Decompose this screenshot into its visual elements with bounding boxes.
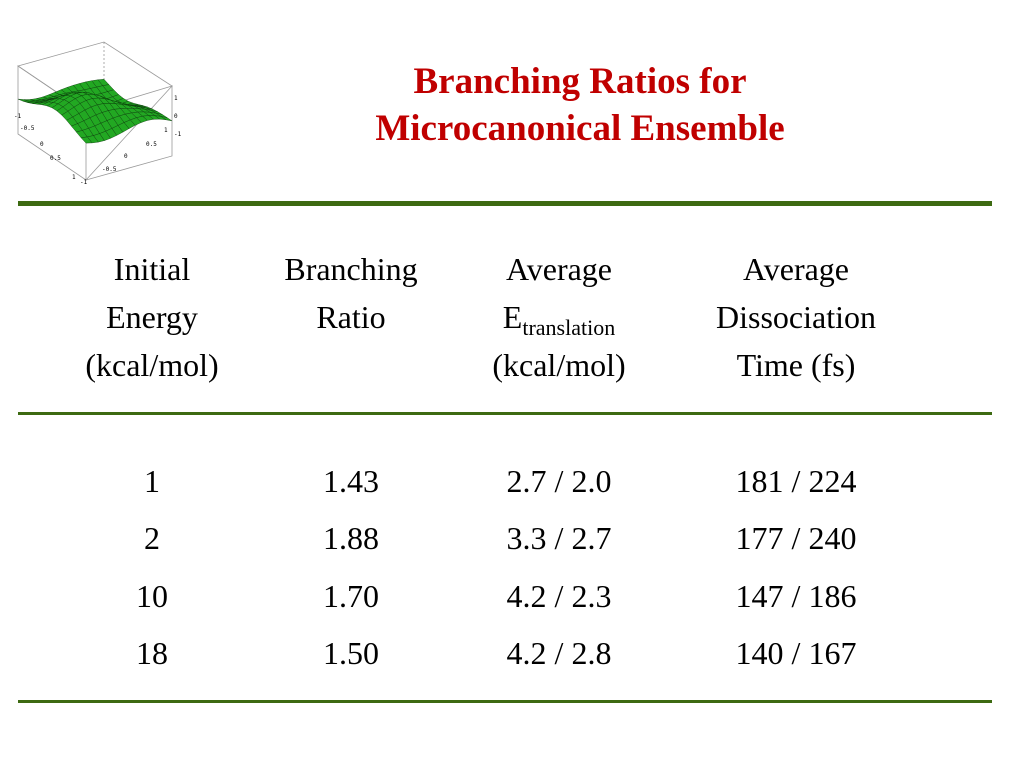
table-cell: 2.7 / 2.0	[506, 463, 612, 499]
title-line-2: Microcanonical Ensemble	[375, 108, 785, 149]
header-dissociation-time-line: Time (fs)	[736, 347, 856, 383]
axis-tick-left: -1	[14, 113, 22, 120]
table-cell: 4.2 / 2.8	[506, 635, 612, 671]
header-average-etranslation-line: Average	[506, 251, 612, 287]
surface-mesh	[17, 79, 173, 144]
table-cell: 18	[136, 635, 168, 671]
header-rule	[18, 412, 992, 415]
axis-tick-right: 0	[174, 113, 178, 120]
table-cell: 1.70	[323, 578, 379, 614]
axis-tick-left: -0.5	[20, 125, 35, 132]
table-cell: 1.88	[323, 520, 379, 556]
table-cell: 1	[144, 463, 160, 499]
table-cell: 4.2 / 2.3	[506, 578, 612, 614]
header-average-etranslation-line: (kcal/mol)	[492, 347, 626, 383]
surface-patch	[80, 136, 93, 144]
e-subscript: translation	[522, 315, 616, 340]
header-branching-ratio-line: Ratio	[316, 299, 386, 335]
header-dissociation-time-line: Dissociation	[716, 299, 876, 335]
table-cell: 140 / 167	[735, 635, 857, 671]
axis-tick-bottom: 0.5	[146, 141, 157, 148]
header-initial-energy-line: (kcal/mol)	[85, 347, 219, 383]
axis-tick-right: 1	[174, 95, 178, 102]
axis-tick-right: -1	[174, 131, 182, 138]
table-cell: 1.50	[323, 635, 379, 671]
table-cell: 2	[144, 520, 160, 556]
header-average-etranslation-line: Etranslation	[444, 293, 674, 341]
axis-tick-left: 0.5	[50, 155, 61, 162]
e-base: E	[502, 299, 523, 335]
axis-tick-bottom: 0	[124, 153, 128, 160]
table-cell: 3.3 / 2.7	[506, 520, 612, 556]
table-cell: 147 / 186	[735, 578, 857, 614]
header-dissociation-time-line: Average	[743, 251, 849, 287]
header-initial-energy-line: Initial	[113, 251, 191, 287]
bottom-rule	[18, 700, 992, 703]
table-cell: 177 / 240	[735, 520, 857, 556]
table-cell: 1.43	[323, 463, 379, 499]
header-initial-energy-line: Energy	[106, 299, 198, 335]
axis-tick-left: 1	[72, 174, 76, 181]
table-cell: 181 / 224	[735, 463, 857, 499]
axis-tick-bottom: 1	[164, 127, 168, 134]
title-line-1: Branching Ratios for	[413, 61, 747, 102]
3d-surface-plot-icon: -1 -0.5 0 0.5 1 -1 -0.5 0 0.5 1 1 0 -1	[14, 41, 182, 186]
top-rule	[18, 201, 992, 206]
header-branching-ratio-line: Branching	[284, 251, 418, 287]
axis-tick-bottom: -0.5	[102, 166, 117, 173]
axis-tick-bottom: -1	[80, 179, 88, 186]
slide-title: Branching Ratios for Microcanonical Ense…	[250, 58, 910, 152]
table-cell: 10	[136, 578, 168, 614]
axis-tick-left: 0	[40, 141, 44, 148]
